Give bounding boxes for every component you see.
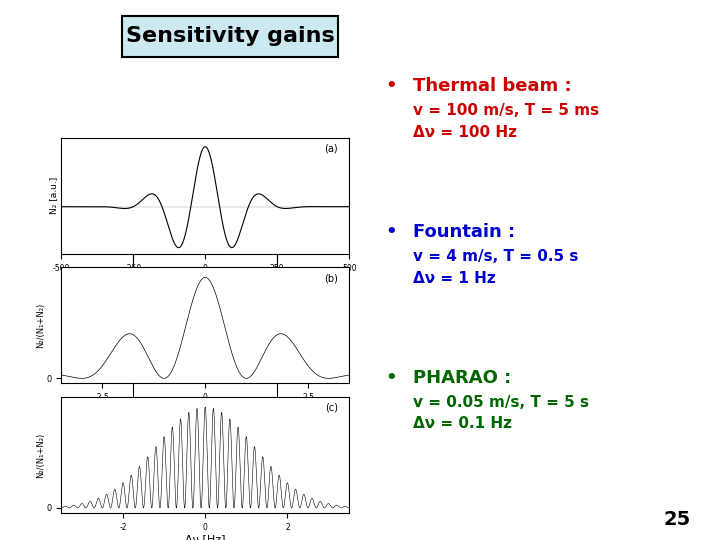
Text: v = 0.05 m/s, T = 5 s: v = 0.05 m/s, T = 5 s <box>413 395 588 410</box>
Text: (a): (a) <box>324 144 338 153</box>
Text: $\nu$ [Hz]: $\nu$ [Hz] <box>190 269 220 284</box>
Text: •: • <box>385 77 397 96</box>
Text: v = 4 m/s, T = 0.5 s: v = 4 m/s, T = 0.5 s <box>413 249 578 264</box>
Text: Sensitivity gains: Sensitivity gains <box>126 26 335 46</box>
Text: 25: 25 <box>664 510 691 529</box>
Text: •: • <box>385 369 397 387</box>
Text: (c): (c) <box>325 403 338 413</box>
Text: Thermal beam :: Thermal beam : <box>413 77 571 96</box>
Y-axis label: N₂/(N₁+N₂): N₂/(N₁+N₂) <box>36 433 45 477</box>
Text: v = 100 m/s, T = 5 ms: v = 100 m/s, T = 5 ms <box>413 103 599 118</box>
Text: Δν = 1 Hz: Δν = 1 Hz <box>413 271 495 286</box>
Y-axis label: N₂/(N₁+N₂): N₂/(N₁+N₂) <box>36 303 45 348</box>
Text: (b): (b) <box>324 273 338 283</box>
Text: Fountain :: Fountain : <box>413 223 515 241</box>
Text: PHARAO :: PHARAO : <box>413 369 510 387</box>
Text: Δν = 100 Hz: Δν = 100 Hz <box>413 125 516 140</box>
Y-axis label: N₂ [a.u.]: N₂ [a.u.] <box>50 177 58 214</box>
X-axis label: Δν [Hz]: Δν [Hz] <box>185 535 225 540</box>
FancyBboxPatch shape <box>122 16 338 57</box>
Text: Δν = 0.1 Hz: Δν = 0.1 Hz <box>413 416 512 431</box>
Text: •: • <box>385 223 397 241</box>
Text: $\nu$ [Hz]: $\nu$ [Hz] <box>190 399 220 413</box>
